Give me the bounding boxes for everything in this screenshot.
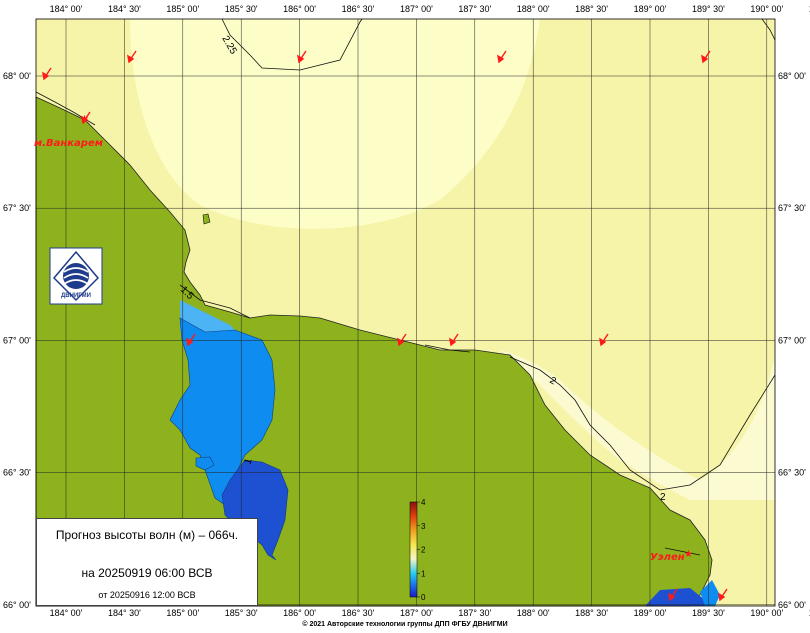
longitude-label: 190° 30' [809, 4, 810, 14]
contour-2-25 [221, 18, 363, 71]
latitude-labels-left: 68° 00' 67° 30' 67° 00' 66° 30' 66° 00' [3, 71, 31, 610]
wave-arrow [81, 111, 91, 125]
wave-arrow [297, 50, 307, 64]
wave-arrow [449, 333, 459, 347]
colorbar-tick-label: 2 [421, 546, 426, 555]
contour-label-2: 2 [548, 375, 559, 388]
longitude-label: 186° 00' [283, 608, 316, 618]
longitude-label: 186° 00' [283, 4, 316, 14]
town-star: ★ [684, 549, 693, 560]
colorbar-tick-label: 3 [421, 522, 426, 531]
town-label-vankarem: м.Ванкарем [34, 138, 103, 149]
bay-water-east-light [700, 580, 720, 606]
latitude-label: 68° 00' [3, 71, 31, 81]
longitude-label: 186° 30' [342, 608, 375, 618]
colorbar-gradient [409, 501, 418, 598]
latitude-label: 66° 30' [3, 468, 31, 478]
copyright-text: © 2021 Авторские технологии группы ДПП Ф… [302, 621, 508, 628]
latitude-label: 66° 30' [778, 468, 806, 478]
wave-zone-2-25 [130, 19, 540, 229]
longitude-label: 185° 00' [166, 4, 199, 14]
wave-direction-arrows [42, 50, 728, 602]
longitude-label: 187° 00' [400, 4, 433, 14]
longitude-label: 184° 00' [50, 4, 83, 14]
lake [195, 456, 215, 471]
wave-arrow [397, 333, 407, 347]
islet [202, 213, 211, 225]
contour-coastal [179, 284, 251, 319]
wave-arrow [186, 333, 196, 347]
longitude-label: 190° 00' [750, 608, 783, 618]
colorbar-tick-label: 1 [421, 569, 426, 578]
forecast-legend: Прогноз высоты волн (м) – 066ч. на 20250… [36, 518, 258, 606]
longitude-label: 190° 30' [809, 608, 810, 618]
longitude-label: 187° 30' [458, 4, 491, 14]
latitude-label: 68° 00' [778, 71, 806, 81]
longitude-label: 188° 30' [575, 608, 608, 618]
wave-arrow [668, 588, 678, 602]
lagoon-deep [221, 459, 289, 561]
latitude-label: 67° 00' [778, 335, 806, 345]
longitude-label: 184° 30' [108, 4, 141, 14]
longitude-label: 189° 00' [634, 608, 667, 618]
longitude-label: 185° 30' [225, 4, 258, 14]
dvnigmi-logo: ДВНИГМИ [49, 247, 103, 305]
longitude-label: 188° 30' [575, 4, 608, 14]
wave-arrow [127, 50, 137, 64]
town-uelen: Уэлен ★ [650, 549, 693, 563]
logo-text: ДВНИГМИ [61, 293, 91, 299]
longitude-label: 187° 00' [400, 608, 433, 618]
longitude-labels-bottom: 184° 00' 184° 30' 185° 00' 185° 30' 186° 00'… [50, 608, 810, 618]
wave-arrow [701, 50, 711, 64]
longitude-label: 188° 00' [517, 4, 550, 14]
longitude-label: 189° 30' [692, 608, 725, 618]
map-frame [35, 18, 776, 607]
wave-arrow [599, 333, 609, 347]
longitude-label: 188° 00' [517, 608, 550, 618]
wave-arrow [42, 67, 52, 81]
latitude-labels-right: 68° 00' 67° 30' 67° 00' 66° 30' 66° 00' [778, 71, 806, 610]
colorbar-tick-label: 4 [421, 498, 426, 507]
legend-issued-time: от 20250916 12:00 ВСВ [98, 590, 196, 600]
contour-east [761, 18, 776, 41]
longitude-label: 187° 30' [458, 608, 491, 618]
town-star: ★ [80, 114, 89, 125]
longitude-label: 185° 30' [225, 608, 258, 618]
colorbar: 4 3 2 1 0 [409, 498, 426, 602]
legend-title: Прогноз высоты волн (м) – 066ч. [55, 528, 239, 542]
wave-arrow [497, 50, 507, 64]
longitude-labels-top: 184° 00' 184° 30' 185° 00' 185° 30' 186° 00'… [50, 4, 810, 14]
latitude-label: 66° 00' [778, 600, 806, 610]
longitude-label: 185° 00' [166, 608, 199, 618]
longitude-label: 189° 30' [692, 4, 725, 14]
longitude-label: 190° 00' [750, 4, 783, 14]
contour-label-1: 1 [242, 457, 254, 466]
longitude-label: 184° 30' [108, 608, 141, 618]
contour-label-2: 2 [660, 492, 666, 503]
longitude-label: 189° 00' [634, 4, 667, 14]
town-label-uelen: Уэлен [650, 552, 685, 563]
coordinate-grid [36, 19, 775, 606]
longitude-label: 184° 00' [50, 608, 83, 618]
town-vankarem: ★ м.Ванкарем [34, 114, 103, 149]
wave-arrow [718, 588, 728, 602]
longitude-label: 186° 30' [342, 4, 375, 14]
legend-valid-time: на 20250919 06:00 ВСВ [81, 566, 213, 580]
colorbar-tick-label: 0 [421, 593, 426, 602]
contour-2 [509, 356, 776, 491]
latitude-label: 67° 30' [778, 203, 806, 213]
latitude-label: 67° 00' [3, 335, 31, 345]
latitude-label: 67° 30' [3, 203, 31, 213]
latitude-label: 66° 00' [3, 600, 31, 610]
colorbar-ticks: 4 3 2 1 0 [417, 498, 426, 602]
